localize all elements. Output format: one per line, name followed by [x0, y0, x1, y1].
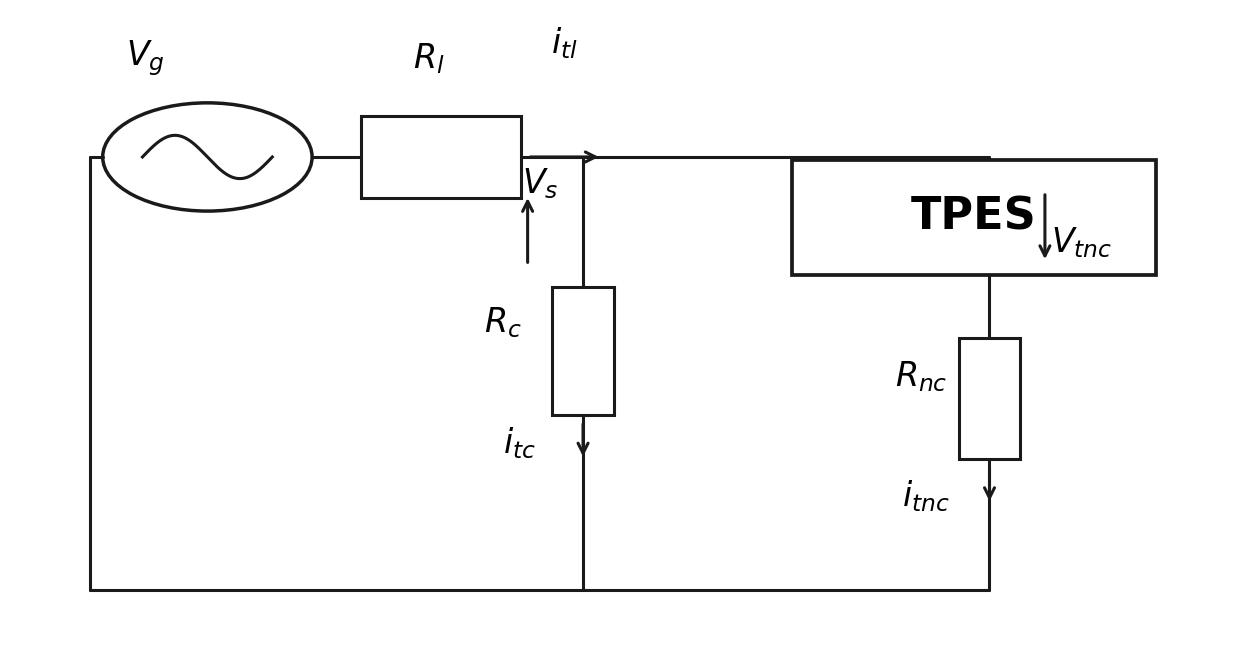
- Bar: [552, 288, 614, 415]
- Text: $V_s$: $V_s$: [522, 166, 558, 201]
- Text: $R_{nc}$: $R_{nc}$: [895, 359, 949, 394]
- Bar: [792, 160, 1156, 275]
- Text: $R_l$: $R_l$: [413, 41, 445, 75]
- Text: $i_{tnc}$: $i_{tnc}$: [901, 478, 950, 513]
- Text: $i_{tl}$: $i_{tl}$: [551, 26, 578, 61]
- Text: $V_g$: $V_g$: [126, 39, 165, 78]
- Text: $V_{tnc}$: $V_{tnc}$: [1052, 226, 1112, 261]
- Bar: [959, 339, 1021, 459]
- Text: $i_{tc}$: $i_{tc}$: [502, 426, 536, 461]
- Text: TPES: TPES: [911, 196, 1037, 239]
- Text: $R_c$: $R_c$: [484, 305, 522, 340]
- Bar: [361, 115, 522, 199]
